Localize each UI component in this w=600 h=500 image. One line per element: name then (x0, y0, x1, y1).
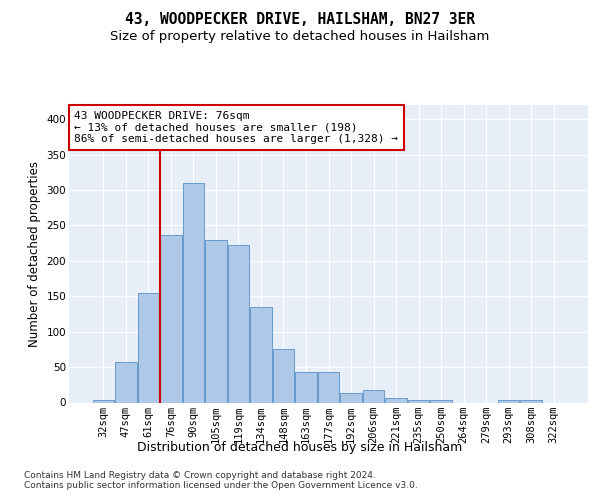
Y-axis label: Number of detached properties: Number of detached properties (28, 161, 41, 347)
Bar (115, 362, 137, 403)
Text: Distribution of detached houses by size in Hailsham: Distribution of detached houses by size … (137, 441, 463, 454)
Text: 43 WOODPECKER DRIVE: 76sqm
← 13% of detached houses are smaller (198)
86% of sem: 43 WOODPECKER DRIVE: 76sqm ← 13% of deta… (74, 111, 398, 144)
Bar (160, 234, 182, 402)
Bar (408, 400, 429, 402)
Bar (385, 398, 407, 402)
Text: 43, WOODPECKER DRIVE, HAILSHAM, BN27 3ER: 43, WOODPECKER DRIVE, HAILSHAM, BN27 3ER (125, 12, 475, 28)
Bar (137, 292, 159, 403)
Text: Size of property relative to detached houses in Hailsham: Size of property relative to detached ho… (110, 30, 490, 43)
Bar (498, 400, 520, 402)
Bar (340, 394, 362, 402)
Bar (182, 183, 204, 402)
Bar (92, 400, 114, 402)
Bar (430, 400, 452, 402)
Text: Contains HM Land Registry data © Crown copyright and database right 2024.
Contai: Contains HM Land Registry data © Crown c… (24, 471, 418, 490)
Bar (228, 245, 249, 402)
Bar (520, 400, 542, 402)
Bar (318, 372, 339, 402)
Bar (250, 307, 272, 402)
Bar (295, 372, 317, 402)
Bar (273, 348, 294, 403)
Bar (205, 240, 227, 402)
Bar (363, 390, 384, 402)
